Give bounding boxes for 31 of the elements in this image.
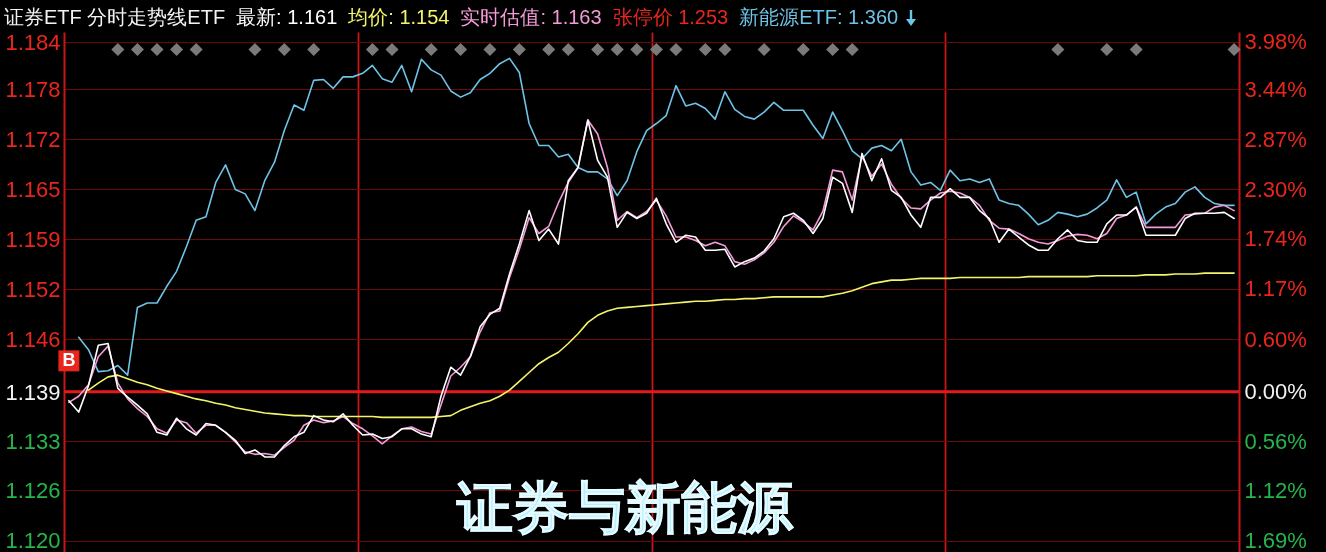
text: 实时估值: 1.163 bbox=[460, 6, 602, 28]
y2-tick-label: 1.152 bbox=[5, 276, 61, 302]
y-tick-label: 0.00% bbox=[1244, 379, 1307, 405]
y2-tick-label: 1.120 bbox=[5, 527, 61, 552]
y-tick-label: 2.87% bbox=[1244, 126, 1307, 152]
y2-tick-label: 1.178 bbox=[5, 76, 61, 102]
y-tick-label: 1.74% bbox=[1244, 226, 1307, 252]
y2-tick-label: 1.133 bbox=[5, 429, 61, 455]
y-tick-label: 1.17% bbox=[1244, 276, 1307, 302]
text: 均价: 1.154 bbox=[347, 6, 450, 28]
y-tick-label: 0.56% bbox=[1244, 428, 1307, 454]
line-series bbox=[77, 57, 1235, 376]
y-tick-label: 2.30% bbox=[1244, 177, 1307, 202]
y-tick-label: 3.44% bbox=[1244, 76, 1307, 102]
y2-tick-label: 1.172 bbox=[5, 126, 61, 152]
text: 张停价 1.253 bbox=[612, 6, 729, 28]
y-tick-label: 0.60% bbox=[1244, 326, 1307, 352]
annotation: B bbox=[62, 349, 76, 370]
y2-tick-label: 1.184 bbox=[5, 29, 61, 55]
y-tick-label: 1.12% bbox=[1244, 477, 1307, 503]
y2-tick-label: 1.146 bbox=[5, 327, 61, 353]
y2-tick-label: 1.126 bbox=[5, 478, 61, 504]
y2-tick-label: 1.165 bbox=[5, 177, 61, 203]
y2-tick-label: 1.159 bbox=[5, 226, 61, 252]
y2-tick-label: 1.139 bbox=[5, 379, 61, 405]
chart-title: 证券ETF 分时走势线ETF bbox=[4, 6, 226, 28]
legend-label: 新能源ETF: 1.360 bbox=[739, 6, 899, 28]
text: 最新: 1.161 bbox=[236, 6, 338, 28]
line-series bbox=[87, 272, 1235, 419]
y-tick-label: 1.69% bbox=[1244, 528, 1307, 552]
y-tick-label: 3.98% bbox=[1244, 29, 1307, 55]
